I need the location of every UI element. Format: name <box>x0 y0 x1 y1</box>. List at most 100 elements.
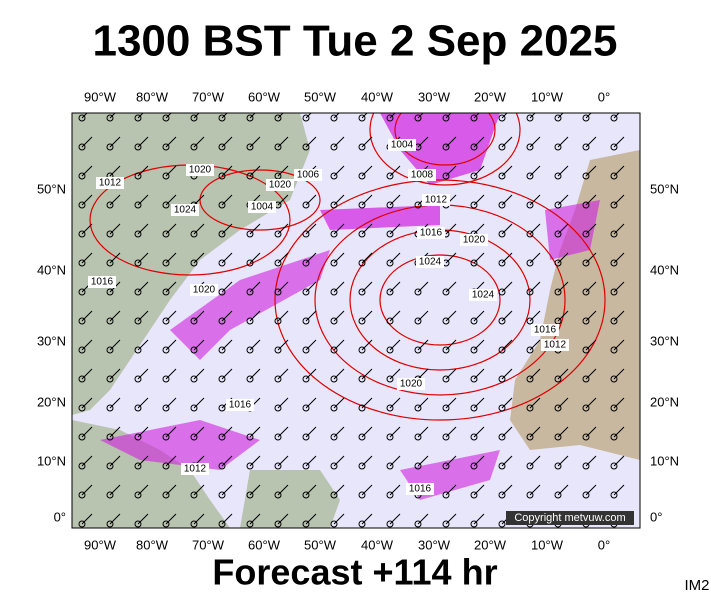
barb-station <box>302 114 310 122</box>
barb-station <box>358 201 366 209</box>
barb-station <box>610 288 618 296</box>
footer-text: Forecast +114 hr <box>212 552 497 593</box>
barb-station <box>78 114 86 122</box>
barb-station <box>442 346 450 354</box>
barb-station <box>526 288 534 296</box>
barb-staff <box>361 194 373 206</box>
barb-station <box>582 172 590 180</box>
barb-station <box>330 201 338 209</box>
barb-station <box>218 375 226 383</box>
barb-staff <box>613 165 625 177</box>
barb-staff <box>501 426 513 438</box>
barb-station <box>106 433 114 441</box>
barb-staff <box>529 252 541 264</box>
barb-station <box>218 404 226 412</box>
isobar-label: 1012 <box>425 195 448 206</box>
barb-station <box>330 346 338 354</box>
isobar-label: 1004 <box>391 140 414 151</box>
barb-station <box>302 201 310 209</box>
barb-station <box>498 114 506 122</box>
barb-station <box>610 143 618 151</box>
barb-station <box>582 201 590 209</box>
barb-station <box>582 259 590 267</box>
barb-staff <box>221 368 233 380</box>
barb-station <box>442 288 450 296</box>
barb-staff <box>445 397 457 409</box>
barb-station <box>218 462 226 470</box>
barb-staff <box>193 310 205 322</box>
barb-station <box>78 404 86 412</box>
barb-station <box>386 404 394 412</box>
barb-staff <box>557 426 569 438</box>
barb-staff <box>585 426 597 438</box>
barb-station <box>442 375 450 383</box>
isobar-label-bg <box>531 324 559 336</box>
barb-staff <box>109 310 121 322</box>
barb-station <box>470 433 478 441</box>
barb-staff <box>277 513 289 525</box>
barb-staff <box>389 281 401 293</box>
isobar-label: 1006 <box>297 170 320 181</box>
lon-label: 80°W <box>136 537 169 552</box>
barb-staff <box>109 397 121 409</box>
barb-station <box>582 433 590 441</box>
barb-staff <box>277 397 289 409</box>
barb-station <box>218 114 226 122</box>
barb-station <box>274 404 282 412</box>
barb-staff <box>165 252 177 264</box>
barb-station <box>526 491 534 499</box>
barb-staff <box>389 310 401 322</box>
barb-station <box>358 143 366 151</box>
isobar-label-bg <box>88 276 116 288</box>
barb-station <box>330 520 338 528</box>
barb-station <box>554 143 562 151</box>
isobar-label: 1016 <box>420 228 443 239</box>
barb-station <box>78 462 86 470</box>
barb-staff <box>445 252 457 264</box>
barb-staff <box>333 310 345 322</box>
barb-station <box>274 259 282 267</box>
barb-station <box>386 317 394 325</box>
barb-station <box>218 433 226 441</box>
barb-station <box>134 462 142 470</box>
barb-staff <box>277 223 289 235</box>
barb-staff <box>613 484 625 496</box>
barb-staff <box>361 513 373 525</box>
barb-staff <box>361 223 373 235</box>
barb-staff <box>361 368 373 380</box>
barb-staff <box>417 281 429 293</box>
barb-station <box>302 143 310 151</box>
barb-station <box>582 288 590 296</box>
barb-station <box>218 172 226 180</box>
barb-staff <box>529 113 536 119</box>
barb-staff <box>417 513 429 525</box>
barb-station <box>414 114 422 122</box>
barb-station <box>218 520 226 528</box>
barb-station <box>610 375 618 383</box>
lon-label: 20°W <box>474 89 507 104</box>
barb-staff <box>305 136 317 148</box>
barb-staff <box>389 426 401 438</box>
barb-staff <box>333 281 345 293</box>
barb-station <box>246 375 254 383</box>
barb-staff <box>557 136 569 148</box>
barb-station <box>162 201 170 209</box>
isobar-label: 1004 <box>251 202 274 213</box>
barb-station <box>274 375 282 383</box>
isobar-label-bg <box>422 194 450 206</box>
barb-staff <box>137 165 149 177</box>
barb-station <box>246 491 254 499</box>
central-america <box>72 420 230 528</box>
barb-station <box>302 346 310 354</box>
barb-station <box>218 346 226 354</box>
barb-station <box>358 404 366 412</box>
barb-staff <box>417 310 429 322</box>
barb-station <box>386 346 394 354</box>
barb-staff <box>277 194 289 206</box>
isobar-label: 1012 <box>544 340 567 351</box>
isobar-label-bg <box>397 378 425 390</box>
barb-station <box>442 462 450 470</box>
lon-label: 60°W <box>248 89 281 104</box>
barb-staff <box>389 252 401 264</box>
